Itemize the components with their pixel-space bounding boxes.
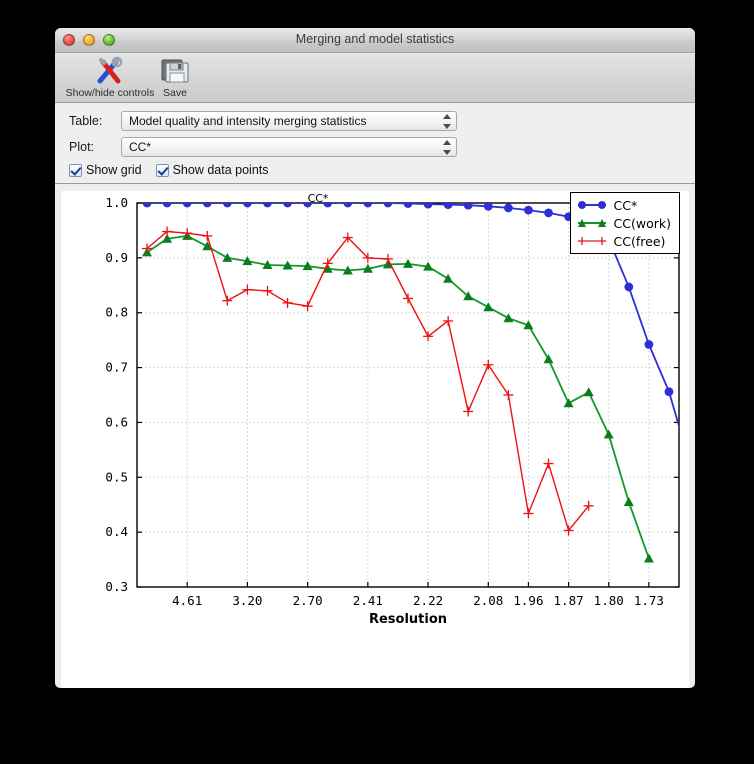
save-button[interactable]: Save	[153, 56, 197, 99]
legend-item: CC*	[576, 197, 671, 213]
svg-text:0.6: 0.6	[105, 414, 128, 429]
svg-text:1.0: 1.0	[105, 195, 128, 210]
legend-label: CC(free)	[613, 233, 666, 249]
legend-item: CC(free)	[576, 233, 671, 249]
svg-text:0.3: 0.3	[105, 579, 128, 594]
window-title: Merging and model statistics	[295, 32, 455, 46]
table-select-value: Model quality and intensity merging stat…	[129, 114, 367, 128]
chart-legend: CC* CC(work) CC(free)	[569, 192, 680, 254]
checkbox-checked-icon	[155, 163, 169, 177]
show-grid-checkbox[interactable]: Show grid	[69, 163, 142, 177]
show-grid-label: Show grid	[86, 163, 142, 177]
svg-text:0.5: 0.5	[105, 469, 128, 484]
app-window: Merging and model statistics	[55, 28, 695, 688]
legend-item: CC(work)	[576, 215, 671, 231]
table-select[interactable]: Model quality and intensity merging stat…	[121, 111, 457, 131]
svg-text:0.9: 0.9	[105, 250, 128, 265]
legend-marker-circle-icon	[577, 201, 606, 209]
controls-panel: Table: Model quality and intensity mergi…	[55, 103, 695, 184]
checkbox-row: Show grid Show data points	[55, 163, 695, 177]
svg-text:1.87: 1.87	[554, 593, 584, 608]
window-controls	[63, 34, 115, 46]
legend-label: CC(work)	[613, 215, 671, 231]
show-data-points-checkbox[interactable]: Show data points	[155, 163, 269, 177]
window-titlebar[interactable]: Merging and model statistics	[55, 28, 695, 53]
tools-icon	[93, 56, 127, 86]
svg-text:3.20: 3.20	[232, 593, 262, 608]
legend-label: CC*	[613, 197, 638, 213]
svg-text:0.4: 0.4	[105, 524, 128, 539]
checkbox-checked-icon	[69, 163, 82, 177]
legend-marker-triangle-icon	[577, 219, 606, 227]
plot-label: Plot:	[69, 140, 95, 154]
show-hide-controls-label: Show/hide controls	[65, 87, 155, 99]
svg-text:0.7: 0.7	[105, 360, 128, 375]
svg-text:2.70: 2.70	[293, 593, 323, 608]
plot-row: Plot: CC*	[55, 137, 695, 157]
svg-text:2.22: 2.22	[413, 593, 443, 608]
svg-text:Resolution: Resolution	[369, 612, 447, 627]
plot-area[interactable]: 1.0 0.9 0.8 0.7 0.6 0.5 0.4 0.3 4.61 3.20 2.70 2.41…	[61, 191, 689, 688]
table-row: Table: Model quality and intensity mergi…	[55, 111, 695, 131]
svg-text:CC*: CC*	[308, 192, 329, 205]
close-button[interactable]	[63, 34, 75, 46]
chevron-updown-icon	[442, 140, 451, 155]
chart-svg: 1.0 0.9 0.8 0.7 0.6 0.5 0.4 0.3 4.61 3.20 2.70 2.41…	[105, 192, 680, 627]
show-hide-controls-button[interactable]: Show/hide controls	[65, 56, 155, 99]
svg-text:2.08: 2.08	[473, 593, 503, 608]
minimize-button[interactable]	[83, 34, 95, 46]
zoom-button[interactable]	[103, 34, 115, 46]
plot-select-value: CC*	[129, 140, 152, 154]
legend-marker-plus-icon	[577, 237, 606, 245]
floppy-disk-icon	[160, 56, 190, 86]
show-data-points-label: Show data points	[172, 163, 269, 177]
svg-text:4.61: 4.61	[172, 593, 202, 608]
toolbar: Show/hide controls Save	[55, 53, 695, 103]
chevron-updown-icon	[442, 114, 451, 129]
svg-text:0.8: 0.8	[105, 305, 128, 320]
svg-text:1.73: 1.73	[634, 593, 664, 608]
plot-select[interactable]: CC*	[121, 137, 457, 157]
table-label: Table:	[69, 114, 103, 128]
svg-text:1.80: 1.80	[594, 593, 624, 608]
save-label: Save	[163, 87, 187, 99]
svg-text:2.41: 2.41	[353, 593, 383, 608]
svg-text:1.96: 1.96	[513, 593, 543, 608]
